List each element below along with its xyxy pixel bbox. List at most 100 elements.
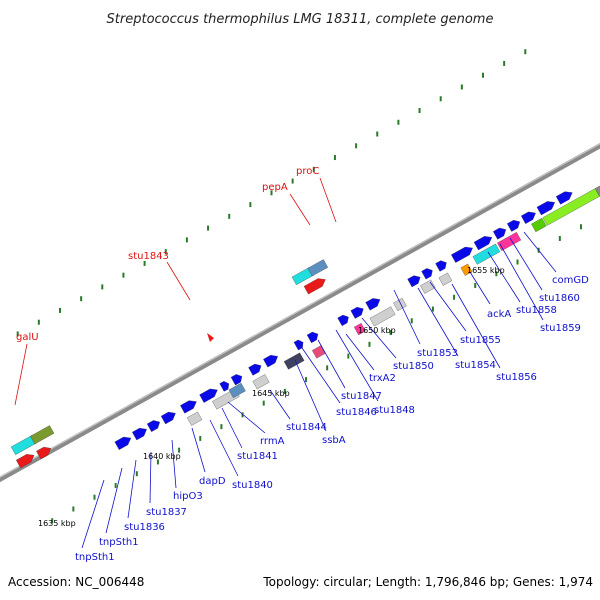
leader-line [191, 427, 206, 473]
pseudogene [369, 306, 396, 327]
leader-line [345, 333, 375, 371]
genome-backbone [0, 142, 600, 483]
gene-feature [531, 217, 547, 233]
cds-gene [555, 191, 573, 205]
gene-feature [30, 425, 55, 445]
leader-line [269, 389, 291, 420]
gene-feature [460, 263, 473, 276]
pseudogene [438, 272, 453, 286]
gene-label-hipO3: hipO3 [173, 491, 203, 502]
leader-line [509, 237, 543, 291]
leader-line [361, 317, 397, 359]
cds-gene [520, 211, 536, 224]
pseudogene [186, 411, 203, 426]
gene-label-stu1843: stu1843 [128, 251, 169, 262]
gene-label-stu1837: stu1837 [146, 507, 187, 518]
cds-gene [180, 400, 197, 414]
cds-gene [199, 388, 218, 403]
inner-tick-marks [51, 224, 582, 524]
gene-label-stu1847: stu1847 [341, 391, 382, 402]
leader-line [105, 467, 123, 534]
leader-line [299, 344, 341, 404]
cds-gene [146, 420, 160, 432]
genome-backbone-highlight [0, 143, 600, 478]
leader-line [149, 451, 152, 504]
gene-feature [36, 446, 52, 460]
gene-label-comGD: comGD [552, 275, 589, 286]
cds-gene [365, 298, 381, 311]
gene-label-stu1836: stu1836 [124, 522, 165, 533]
trna-gene [228, 382, 246, 398]
gene-feature [472, 243, 501, 265]
accession-text: Accession: NC_006448 [8, 575, 144, 589]
gene-label-proC: proC [296, 166, 319, 177]
gene-features [10, 185, 600, 469]
topology-text: Topology: circular; Length: 1,796,846 bp… [262, 575, 593, 589]
gene-label-stu1859: stu1859 [540, 323, 581, 334]
kbp-label: 1645 kbp [252, 389, 290, 398]
cds-gene [219, 381, 229, 392]
kbp-label: 1650 kbp [358, 326, 396, 335]
leader-line [289, 193, 311, 226]
leader-line [429, 281, 467, 332]
gene-label-stu1860: stu1860 [539, 293, 580, 304]
leader-line [499, 243, 544, 321]
leader-line [451, 283, 501, 369]
gene-label-stu1846: stu1846 [336, 407, 377, 418]
gene-label-stu1858: stu1858 [516, 305, 557, 316]
rrna-gene [283, 352, 305, 370]
leader-line [209, 419, 239, 477]
cds-gene [230, 374, 243, 386]
cds-gene [306, 331, 319, 344]
cds-gene [451, 246, 473, 263]
cds-gene [493, 227, 507, 240]
outer-tick-marks [16, 49, 527, 337]
gene-label-stu1844: stu1844 [286, 422, 327, 433]
leader-line [227, 401, 266, 434]
leader-line [166, 261, 191, 301]
leader-line [127, 459, 137, 519]
cds-gene [248, 363, 262, 376]
kbp-label: 1655 kbp [467, 266, 505, 275]
gene-label-ackA: ackA [487, 309, 511, 320]
gene-label-stu1854: stu1854 [455, 360, 496, 371]
leader-line [487, 251, 521, 303]
cds-gene [132, 427, 147, 441]
gene-label-stu1840: stu1840 [232, 480, 273, 491]
pseudogene [393, 297, 407, 312]
pseudogene [420, 279, 436, 294]
leader-line [14, 343, 28, 406]
map-title: Streptococcus thermophilus LMG 18311, co… [107, 12, 494, 27]
cds-gene [114, 436, 132, 450]
kbp-label: 1640 kbp [143, 452, 181, 461]
cds-gene [536, 201, 556, 216]
gene-label-trxA2: trxA2 [369, 373, 396, 384]
gene-label-rrmA: rrmA [260, 436, 285, 447]
leader-line [335, 329, 379, 402]
leader-line [523, 231, 557, 273]
gene-feature [594, 185, 600, 197]
gene-feature [15, 454, 35, 469]
gene-label-stu1856: stu1856 [496, 372, 537, 383]
gene-feature [307, 259, 329, 277]
gene-marker [207, 333, 214, 342]
leader-line [469, 271, 491, 305]
gene-feature [353, 322, 366, 336]
cds-gene [421, 268, 433, 280]
cds-gene [435, 260, 447, 272]
kbp-label: 1635 kbp [38, 519, 76, 528]
label-leader-lines [14, 177, 557, 549]
gene-label-pepA: pepA [262, 182, 288, 193]
gene-label-stu1850: stu1850 [393, 361, 434, 372]
leader-line [221, 407, 243, 449]
cds-gene [337, 314, 349, 327]
gene-label-dapD: dapD [199, 476, 226, 487]
gene-label-galU: galU [16, 332, 39, 343]
cds-gene [506, 220, 521, 232]
cds-gene [293, 339, 304, 351]
leader-line [393, 289, 421, 345]
gene-label-tnpSth1: tnpSth1 [99, 537, 139, 548]
gene-label-stu1848: stu1848 [374, 405, 415, 416]
cds-gene [350, 307, 364, 319]
